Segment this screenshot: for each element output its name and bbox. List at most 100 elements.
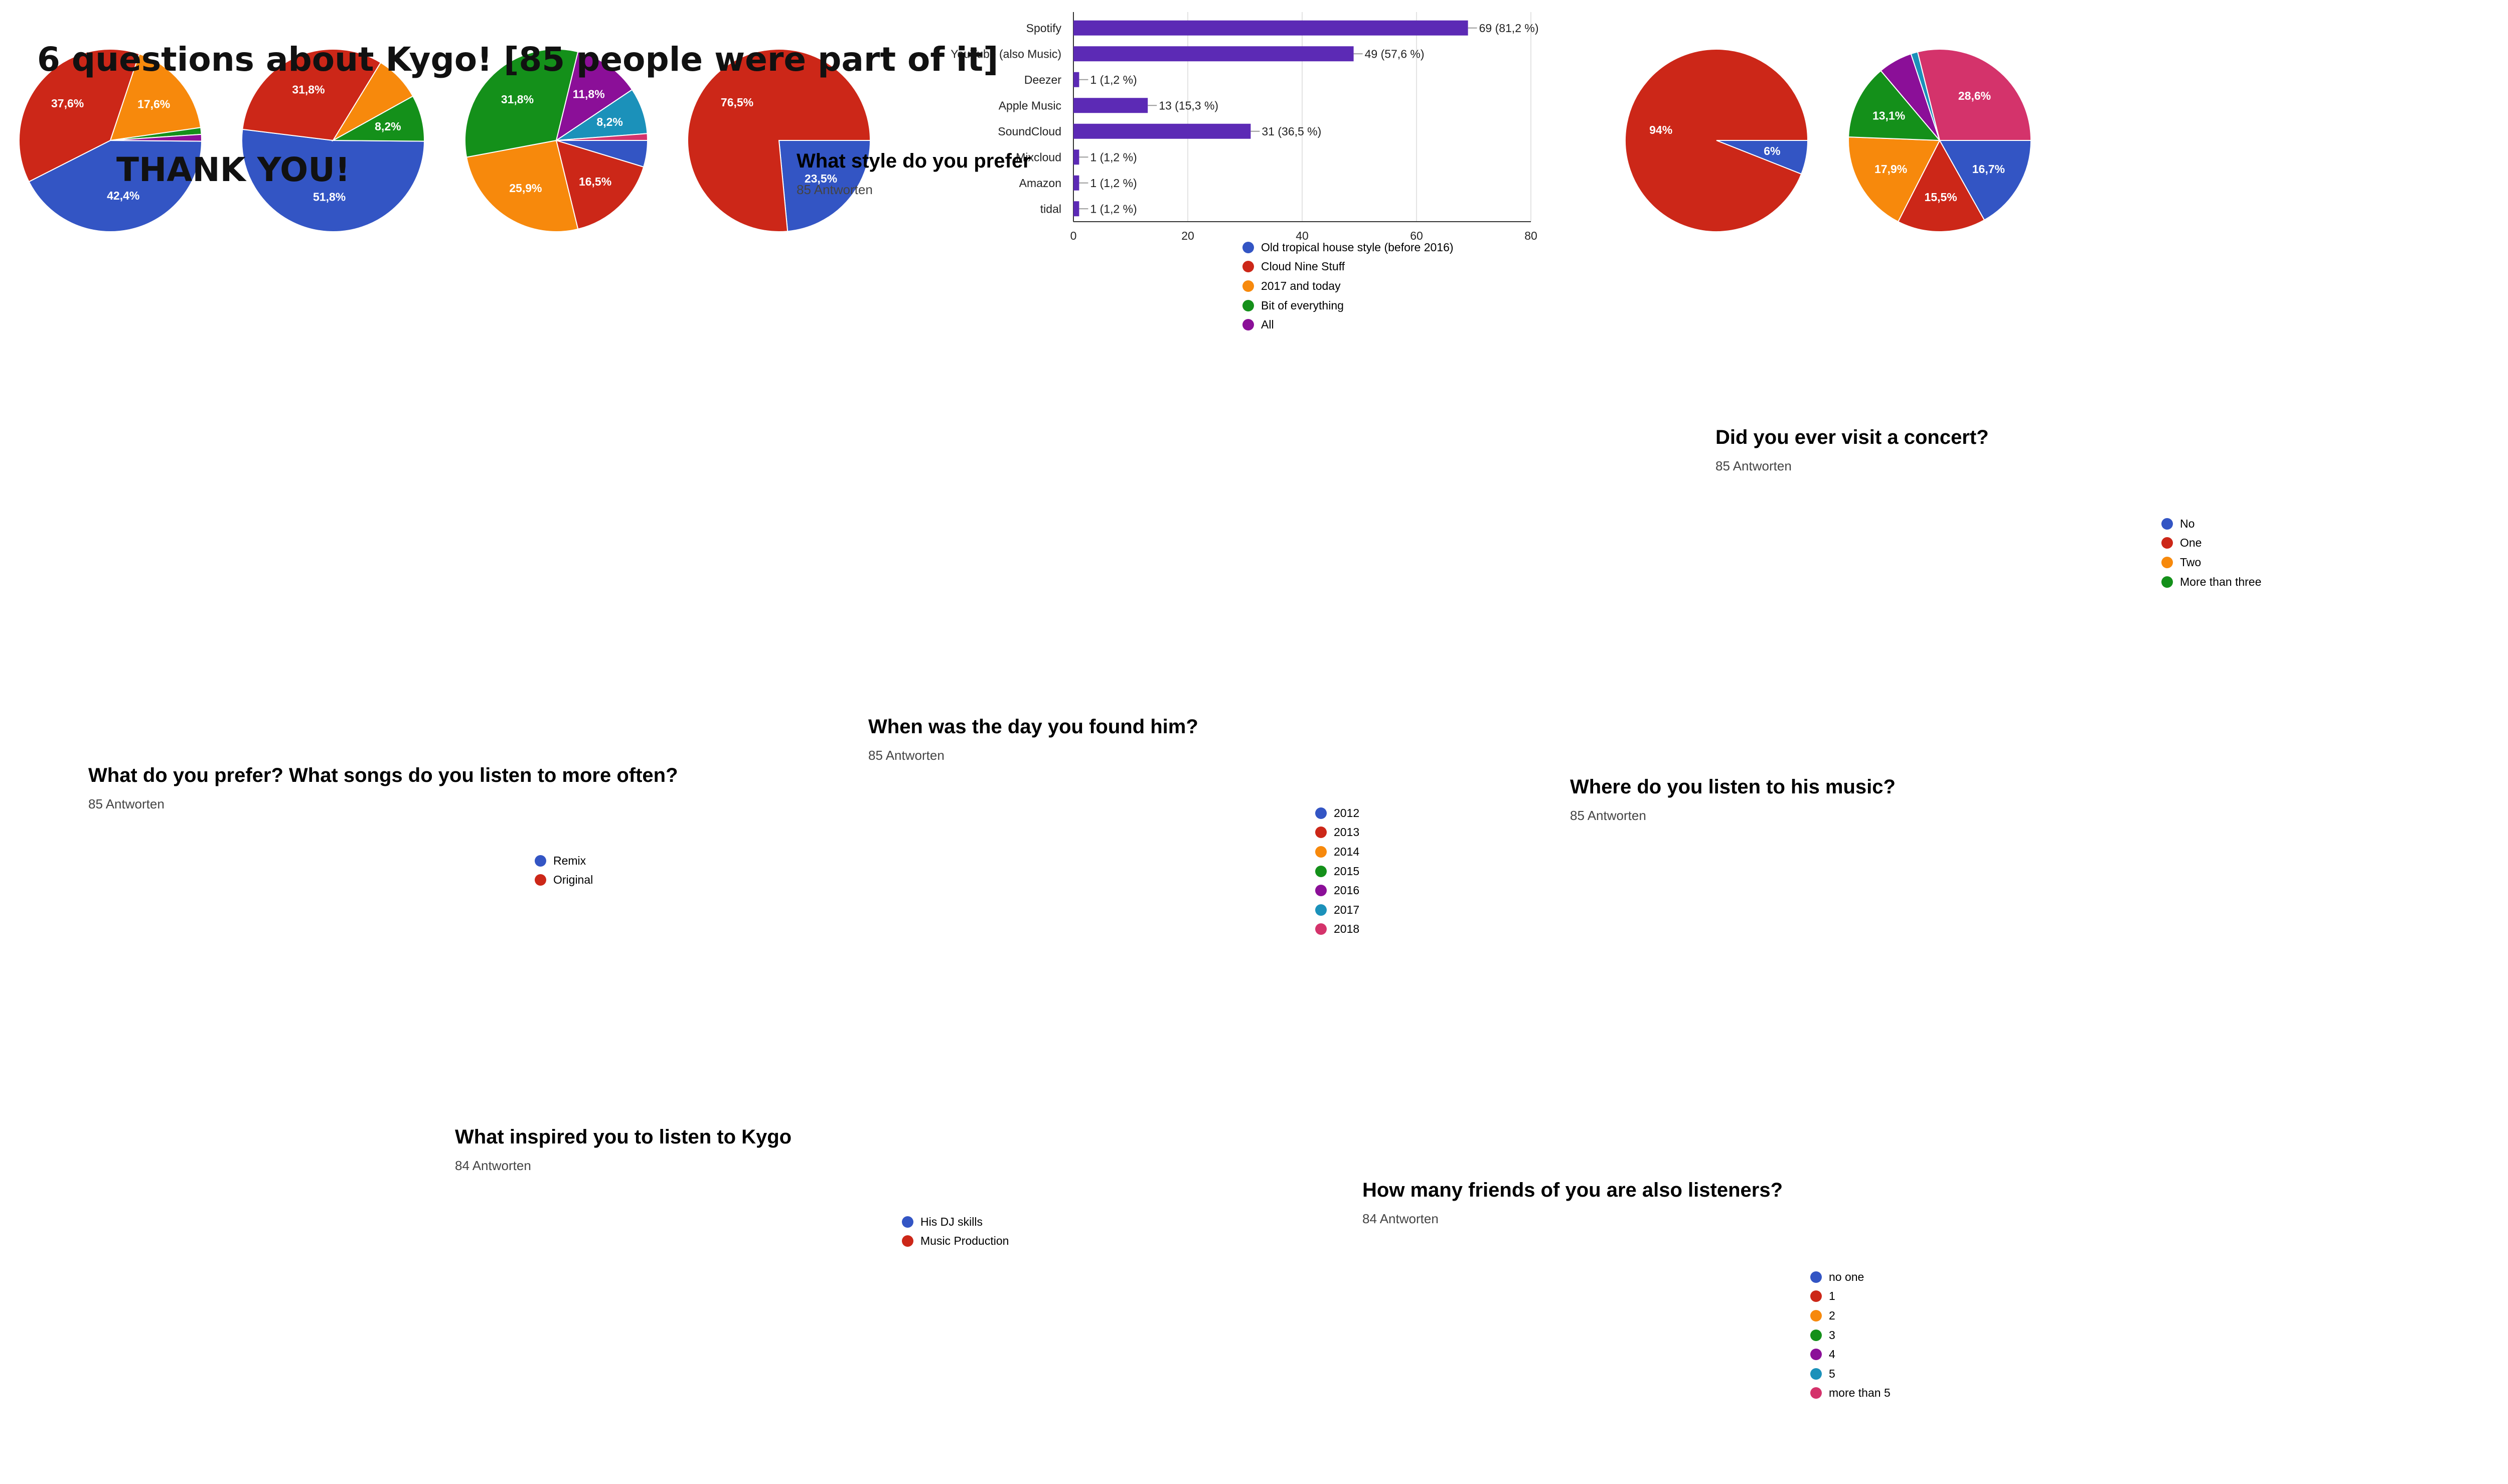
legend-item-2013[interactable]: 2013 [1315,823,1359,843]
legend-item-all[interactable]: All [1242,315,1454,335]
pie-slice-cloud-nine-stuff[interactable] [19,49,140,183]
category-label-spotify: Spotify [1026,22,1061,35]
legend-item-no[interactable]: No [2161,514,2261,534]
pie-slice-no-one[interactable] [1939,140,2031,221]
pie-slice-no[interactable] [241,128,425,232]
legend-item-music-production[interactable]: Music Production [902,1232,1009,1251]
bar-soundcloud[interactable] [1073,123,1251,139]
bar-deezer[interactable] [1073,72,1079,87]
chart-subtitle: 85 Antworten [1715,458,1792,473]
legend-item-2018[interactable]: 2018 [1315,920,1359,939]
legend-item-2017-and-today[interactable]: 2017 and today [1242,276,1454,296]
legend-swatch [1315,904,1327,916]
legend-item-2016[interactable]: 2016 [1315,881,1359,900]
bar-mixcloud[interactable] [1073,149,1079,165]
bar-youtube-also-music[interactable] [1073,46,1354,62]
legend-item-more-than-5[interactable]: more than 5 [1810,1384,1891,1403]
legend-item-cloud-nine-stuff[interactable]: Cloud Nine Stuff [1242,257,1454,277]
legend-item-bit-of-everything[interactable]: Bit of everything [1242,296,1454,315]
legend-swatch [1810,1349,1822,1361]
legend-label: 2 [1829,1308,1835,1322]
bar-value-label: 13 (15,3 %) [1159,99,1218,112]
legend-item-1[interactable]: 1 [1810,1287,1891,1306]
bar-apple-music[interactable] [1073,98,1148,113]
bar-spotify[interactable] [1073,20,1468,36]
thank-you-heading: THANK YOU! [116,150,350,189]
legend-item-remix[interactable]: Remix [535,851,593,871]
legend-item-5[interactable]: 5 [1810,1364,1891,1384]
legend-item-2015[interactable]: 2015 [1315,862,1359,881]
legend-swatch [902,1235,913,1247]
pie-slice-2013[interactable] [555,139,645,230]
pie-slice-2018[interactable] [556,133,648,141]
legend-item-no-one[interactable]: no one [1810,1267,1891,1287]
slice-label: 17,6% [137,98,170,111]
legend-item-2[interactable]: 2 [1810,1306,1891,1326]
legend-label: 5 [1829,1367,1835,1380]
chart-concert: Did you ever visit a concert? 85 Antwort… [1715,425,1989,474]
legend-item-old-tropical-house-style-before-2016[interactable]: Old tropical house style (before 2016) [1242,238,1454,257]
legend-swatch [1315,865,1327,877]
chart-subtitle: 85 Antworten [797,182,873,197]
bar-listen: 0 20 40 60 80 Spotify 69 (81,2 %) YouTube (also… [951,12,1538,242]
chart-title: What inspired you to listen to Kygo [455,1126,792,1148]
legend-item-one[interactable]: One [2161,534,2261,553]
legend-item-2012[interactable]: 2012 [1315,803,1359,823]
slice-label: 17,9% [1874,162,1907,176]
legend-item-2017[interactable]: 2017 [1315,900,1359,920]
chart-friends: How many friends of you are also listene… [1362,1178,1783,1227]
bar-amazon[interactable] [1073,175,1079,191]
slice-label: 13,1% [1872,109,1905,122]
pie-slice-3[interactable] [1847,70,1941,141]
bar-tidal[interactable] [1073,201,1079,217]
legend-item-2014[interactable]: 2014 [1315,842,1359,862]
legend-swatch [535,874,546,886]
pie-slice-one[interactable] [242,49,382,141]
legend-item-original[interactable]: Original [535,871,593,890]
slice-label: 16,7% [1972,162,2004,176]
pie-slice-original[interactable] [687,49,871,232]
category-label-deezer: Deezer [1024,73,1061,86]
legend-swatch [1242,241,1254,253]
legend-item-his-dj-skills[interactable]: His DJ skills [902,1212,1009,1232]
pie-style: 42,4% 37,6% 17,6% [19,49,203,232]
slice-label: 8,2% [375,120,401,133]
legend-swatch [535,855,546,867]
legend-swatch [1315,827,1327,839]
legend-item-two[interactable]: Two [2161,553,2261,572]
legend-label: 2015 [1334,864,1360,878]
pie-slice-remix[interactable] [778,140,871,232]
slice-label: 28,6% [1958,89,1991,102]
legend-item-more-than-three[interactable]: More than three [2161,572,2261,592]
legend-swatch [1810,1387,1822,1399]
pie-slice-2014[interactable] [465,139,579,232]
pie-slice-old-tropical-house-style-before-2016[interactable] [28,139,203,232]
pie-slice-2[interactable] [1847,136,1941,223]
chart-found: When was the day you found him? 85 Antwo… [868,715,1198,763]
pie-slice-2015[interactable] [464,49,579,158]
pie-slice-two[interactable] [332,62,414,142]
legend-label: Two [2180,555,2202,569]
pie-slice-1[interactable] [1897,139,1985,232]
pie-slice-2017[interactable] [554,89,648,141]
pie-concert: 51,8% 31,8% 8,2% [241,49,425,232]
bar-value-label: 1 (1,2 %) [1090,202,1137,215]
pie-slice-more-than-three[interactable] [331,95,425,142]
pie-slice-music-production[interactable] [1625,49,1809,232]
pie-slice-all[interactable] [110,133,202,142]
slice-label: 31,8% [292,83,325,96]
pie-slice-2016[interactable] [555,51,633,142]
pie-slice-more-than-5[interactable] [1917,49,2031,141]
legend-label: Bit of everything [1261,298,1344,312]
legend-friends: no one 1 2 3 4 5 more than 5 [1810,1267,1891,1403]
legend-item-3[interactable]: 3 [1810,1326,1891,1345]
slice-label: 25,9% [509,182,542,195]
pie-slice-2017-and-today[interactable] [109,53,202,141]
slice-label: 23,5% [805,172,837,185]
legend-label: All [1261,318,1274,332]
pie-inspired: 6% 94% [1625,49,1809,232]
slice-label: 42,4% [107,189,139,202]
legend-item-4[interactable]: 4 [1810,1345,1891,1364]
legend-label: 3 [1829,1328,1835,1342]
x-tick-label: 40 [1296,229,1309,242]
